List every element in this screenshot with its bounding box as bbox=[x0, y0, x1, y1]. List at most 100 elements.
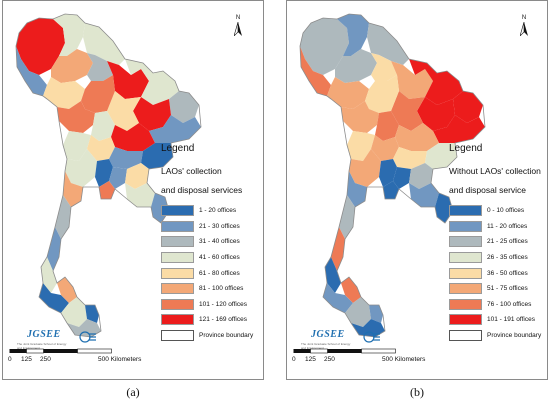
legend-label: 1 - 20 offices bbox=[199, 207, 237, 215]
legend-swatch bbox=[161, 205, 194, 217]
scale-label: 125 bbox=[21, 356, 32, 363]
legend-item: 36 - 50 offices bbox=[449, 265, 541, 281]
province-region bbox=[349, 149, 381, 187]
legend-label: Province boundary bbox=[487, 332, 542, 340]
province-region bbox=[149, 115, 201, 143]
province-region bbox=[85, 305, 99, 323]
scale-label: 0 bbox=[292, 356, 296, 363]
province-region bbox=[341, 101, 379, 133]
province-region bbox=[67, 319, 101, 337]
north-arrow: N bbox=[517, 15, 531, 36]
partner-logo-icon bbox=[363, 331, 380, 343]
legend-label: 101 - 191 offices bbox=[487, 316, 535, 324]
province-region bbox=[391, 91, 425, 131]
legend-label: 21 - 25 offices bbox=[487, 238, 528, 246]
province-region bbox=[57, 277, 77, 303]
region-group bbox=[300, 14, 485, 337]
legend-subtitle-line2: and disposal services bbox=[161, 185, 243, 195]
province-region bbox=[300, 46, 331, 96]
province-region bbox=[16, 46, 47, 96]
legend-swatch bbox=[449, 298, 482, 310]
province-region bbox=[51, 49, 93, 83]
province-region bbox=[107, 91, 141, 131]
north-label: N bbox=[235, 15, 241, 21]
choropleth-map-a bbox=[15, 13, 202, 338]
province-region bbox=[383, 181, 399, 199]
legend-label: 31 - 40 offices bbox=[199, 238, 240, 246]
legend-swatch bbox=[449, 267, 482, 279]
legend-item: 101 - 191 offices bbox=[449, 312, 541, 328]
province-region bbox=[345, 297, 371, 327]
panel-caption-b: (b) bbox=[410, 385, 424, 399]
province-region bbox=[141, 143, 173, 169]
legend-swatch bbox=[161, 267, 194, 279]
legend-subtitle-line1: LAOs' collection bbox=[161, 166, 222, 176]
legend-item: 1 - 20 offices bbox=[161, 203, 253, 219]
legend-swatch bbox=[449, 220, 482, 232]
province-region bbox=[63, 171, 83, 207]
legend-label: 21 - 30 offices bbox=[199, 222, 240, 230]
legend-item: 61 - 80 offices bbox=[161, 265, 253, 281]
legend-title: Legend bbox=[161, 143, 195, 154]
legend-swatch bbox=[449, 205, 482, 217]
province-region bbox=[371, 53, 397, 81]
legend-swatch bbox=[161, 252, 194, 264]
province-region bbox=[409, 59, 463, 105]
scale-label: 250 bbox=[40, 356, 51, 363]
legend-item: 26 - 35 offices bbox=[449, 250, 541, 266]
province-region bbox=[323, 283, 353, 313]
province-region bbox=[41, 257, 57, 293]
province-region bbox=[300, 18, 349, 75]
logo-subtitle: The Joint Graduate School of Energy and … bbox=[301, 342, 351, 350]
legend-swatch bbox=[161, 220, 194, 232]
jgsee-logo: JGSEE bbox=[311, 329, 345, 340]
province-region bbox=[91, 111, 115, 141]
scale-label: 500 Kilometers bbox=[98, 356, 142, 363]
partner-logo-icon bbox=[79, 331, 96, 343]
legend-label: 121 - 169 offices bbox=[199, 316, 247, 324]
province-region bbox=[453, 91, 483, 123]
legend-label: 11 - 20 offices bbox=[487, 222, 528, 230]
province-region bbox=[433, 115, 485, 143]
legend-swatch bbox=[161, 330, 194, 342]
province-region bbox=[109, 147, 143, 169]
legend-list: 0 - 10 offices 11 - 20 offices 21 - 25 o… bbox=[449, 203, 541, 343]
legend-label: 0 - 10 offices bbox=[487, 207, 525, 215]
province-region bbox=[83, 23, 125, 65]
legend-swatch bbox=[449, 236, 482, 248]
province-region bbox=[55, 195, 71, 239]
province-region bbox=[417, 97, 455, 131]
province-region bbox=[337, 14, 369, 56]
province-region bbox=[111, 123, 155, 151]
legend-item: 31 - 40 offices bbox=[161, 234, 253, 250]
legend-item: 76 - 100 offices bbox=[449, 297, 541, 313]
legend-label: 61 - 80 offices bbox=[199, 269, 240, 277]
province-region bbox=[335, 49, 377, 83]
province-region bbox=[87, 53, 113, 81]
legend-swatch bbox=[161, 236, 194, 248]
province-region bbox=[325, 257, 341, 293]
legend-item: 21 - 25 offices bbox=[449, 234, 541, 250]
province-region bbox=[109, 167, 127, 189]
province-region bbox=[395, 123, 439, 151]
map-panel-a: N Legend LAOs' collection and disposal s… bbox=[2, 0, 264, 380]
scale-bar bbox=[293, 348, 396, 354]
scale-bar bbox=[9, 348, 112, 354]
province-region bbox=[43, 77, 85, 109]
province-region bbox=[81, 75, 115, 113]
legend-title: Legend bbox=[449, 143, 483, 154]
country-outline bbox=[15, 13, 202, 338]
province-region bbox=[53, 14, 85, 56]
legend-label: 36 - 50 offices bbox=[487, 269, 528, 277]
province-region bbox=[409, 183, 439, 207]
scale-label: 125 bbox=[305, 356, 316, 363]
province-region bbox=[365, 75, 399, 113]
legend-item-boundary: Province boundary bbox=[449, 328, 541, 344]
province-region bbox=[327, 77, 369, 109]
province-region bbox=[169, 91, 199, 123]
legend-item: 101 - 120 offices bbox=[161, 297, 253, 313]
panel-caption-a: (a) bbox=[126, 385, 140, 399]
legend-subtitle-line2: and disposal service bbox=[449, 185, 527, 195]
province-region bbox=[133, 97, 171, 131]
province-region bbox=[371, 135, 399, 161]
